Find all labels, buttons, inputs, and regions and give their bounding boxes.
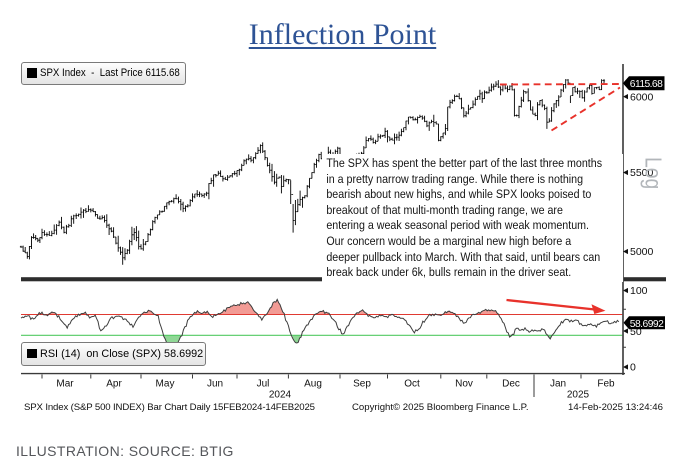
svg-text:SPX Index (S&P 500 INDEX) Bar: SPX Index (S&P 500 INDEX) Bar Chart Dail… xyxy=(24,402,315,413)
svg-text:Jun: Jun xyxy=(207,379,223,390)
svg-text:May: May xyxy=(156,379,175,390)
svg-text:2025: 2025 xyxy=(567,390,590,401)
svg-text:Aug: Aug xyxy=(304,379,322,390)
svg-text:100: 100 xyxy=(630,285,648,297)
svg-text:Jan: Jan xyxy=(550,379,566,390)
svg-text:Log: Log xyxy=(640,157,665,189)
svg-text:6000: 6000 xyxy=(630,91,654,103)
svg-text:Dec: Dec xyxy=(502,379,520,390)
svg-text:5000: 5000 xyxy=(630,246,654,258)
svg-text:Feb: Feb xyxy=(597,379,615,390)
svg-text:50: 50 xyxy=(630,326,642,338)
svg-text:Jul: Jul xyxy=(257,379,270,390)
svg-text:2024: 2024 xyxy=(269,390,292,401)
svg-text:6115.68: 6115.68 xyxy=(630,79,663,90)
svg-text:Sep: Sep xyxy=(353,379,371,390)
svg-text:Copyright© 2025 Bloomberg Fina: Copyright© 2025 Bloomberg Finance L.P. xyxy=(352,402,529,413)
svg-text:14-Feb-2025 13:24:46: 14-Feb-2025 13:24:46 xyxy=(568,402,663,413)
svg-text:Apr: Apr xyxy=(106,379,122,390)
svg-text:5500: 5500 xyxy=(630,167,654,179)
svg-text:Mar: Mar xyxy=(56,379,74,390)
svg-text:Oct: Oct xyxy=(404,379,420,390)
svg-text:0: 0 xyxy=(630,362,636,374)
svg-text:Nov: Nov xyxy=(455,379,473,390)
svg-text:58.6992: 58.6992 xyxy=(630,319,664,330)
